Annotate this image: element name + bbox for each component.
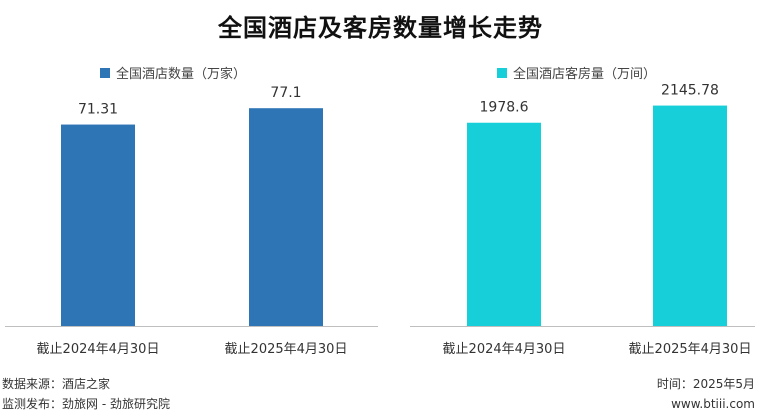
- data-label: 2145.78: [661, 83, 719, 99]
- footer-right: 时间：2025年5月 www.btiii.com: [657, 374, 755, 414]
- x-tick-label: 截止2025年4月30日: [225, 342, 348, 357]
- legend-swatch: [497, 68, 507, 78]
- legend-label: 全国酒店客房量（万间）: [513, 66, 656, 82]
- footer-left: 数据来源：酒店之家 监测发布：劲旅网 - 劲旅研究院: [2, 374, 170, 414]
- bar: [467, 122, 541, 326]
- data-label: 77.1: [270, 85, 301, 101]
- bar: [61, 124, 135, 326]
- x-tick-label: 截止2024年4月30日: [443, 342, 566, 357]
- legend-swatch: [100, 68, 110, 78]
- bar: [653, 105, 727, 326]
- bar: [249, 108, 323, 326]
- website: www.btiii.com: [671, 397, 755, 411]
- data-source: 数据来源：酒店之家: [2, 377, 111, 391]
- publish-time: 时间：2025年5月: [656, 377, 755, 391]
- x-tick-label: 截止2025年4月30日: [629, 342, 752, 357]
- x-tick-label: 截止2024年4月30日: [37, 342, 160, 357]
- chart-title: 全国酒店及客房数量增长走势: [218, 14, 543, 42]
- publisher: 监测发布：劲旅网 - 劲旅研究院: [2, 397, 170, 411]
- data-label: 1978.6: [480, 100, 529, 116]
- legend-label: 全国酒店数量（万家）: [116, 66, 246, 82]
- data-label: 71.31: [78, 102, 118, 118]
